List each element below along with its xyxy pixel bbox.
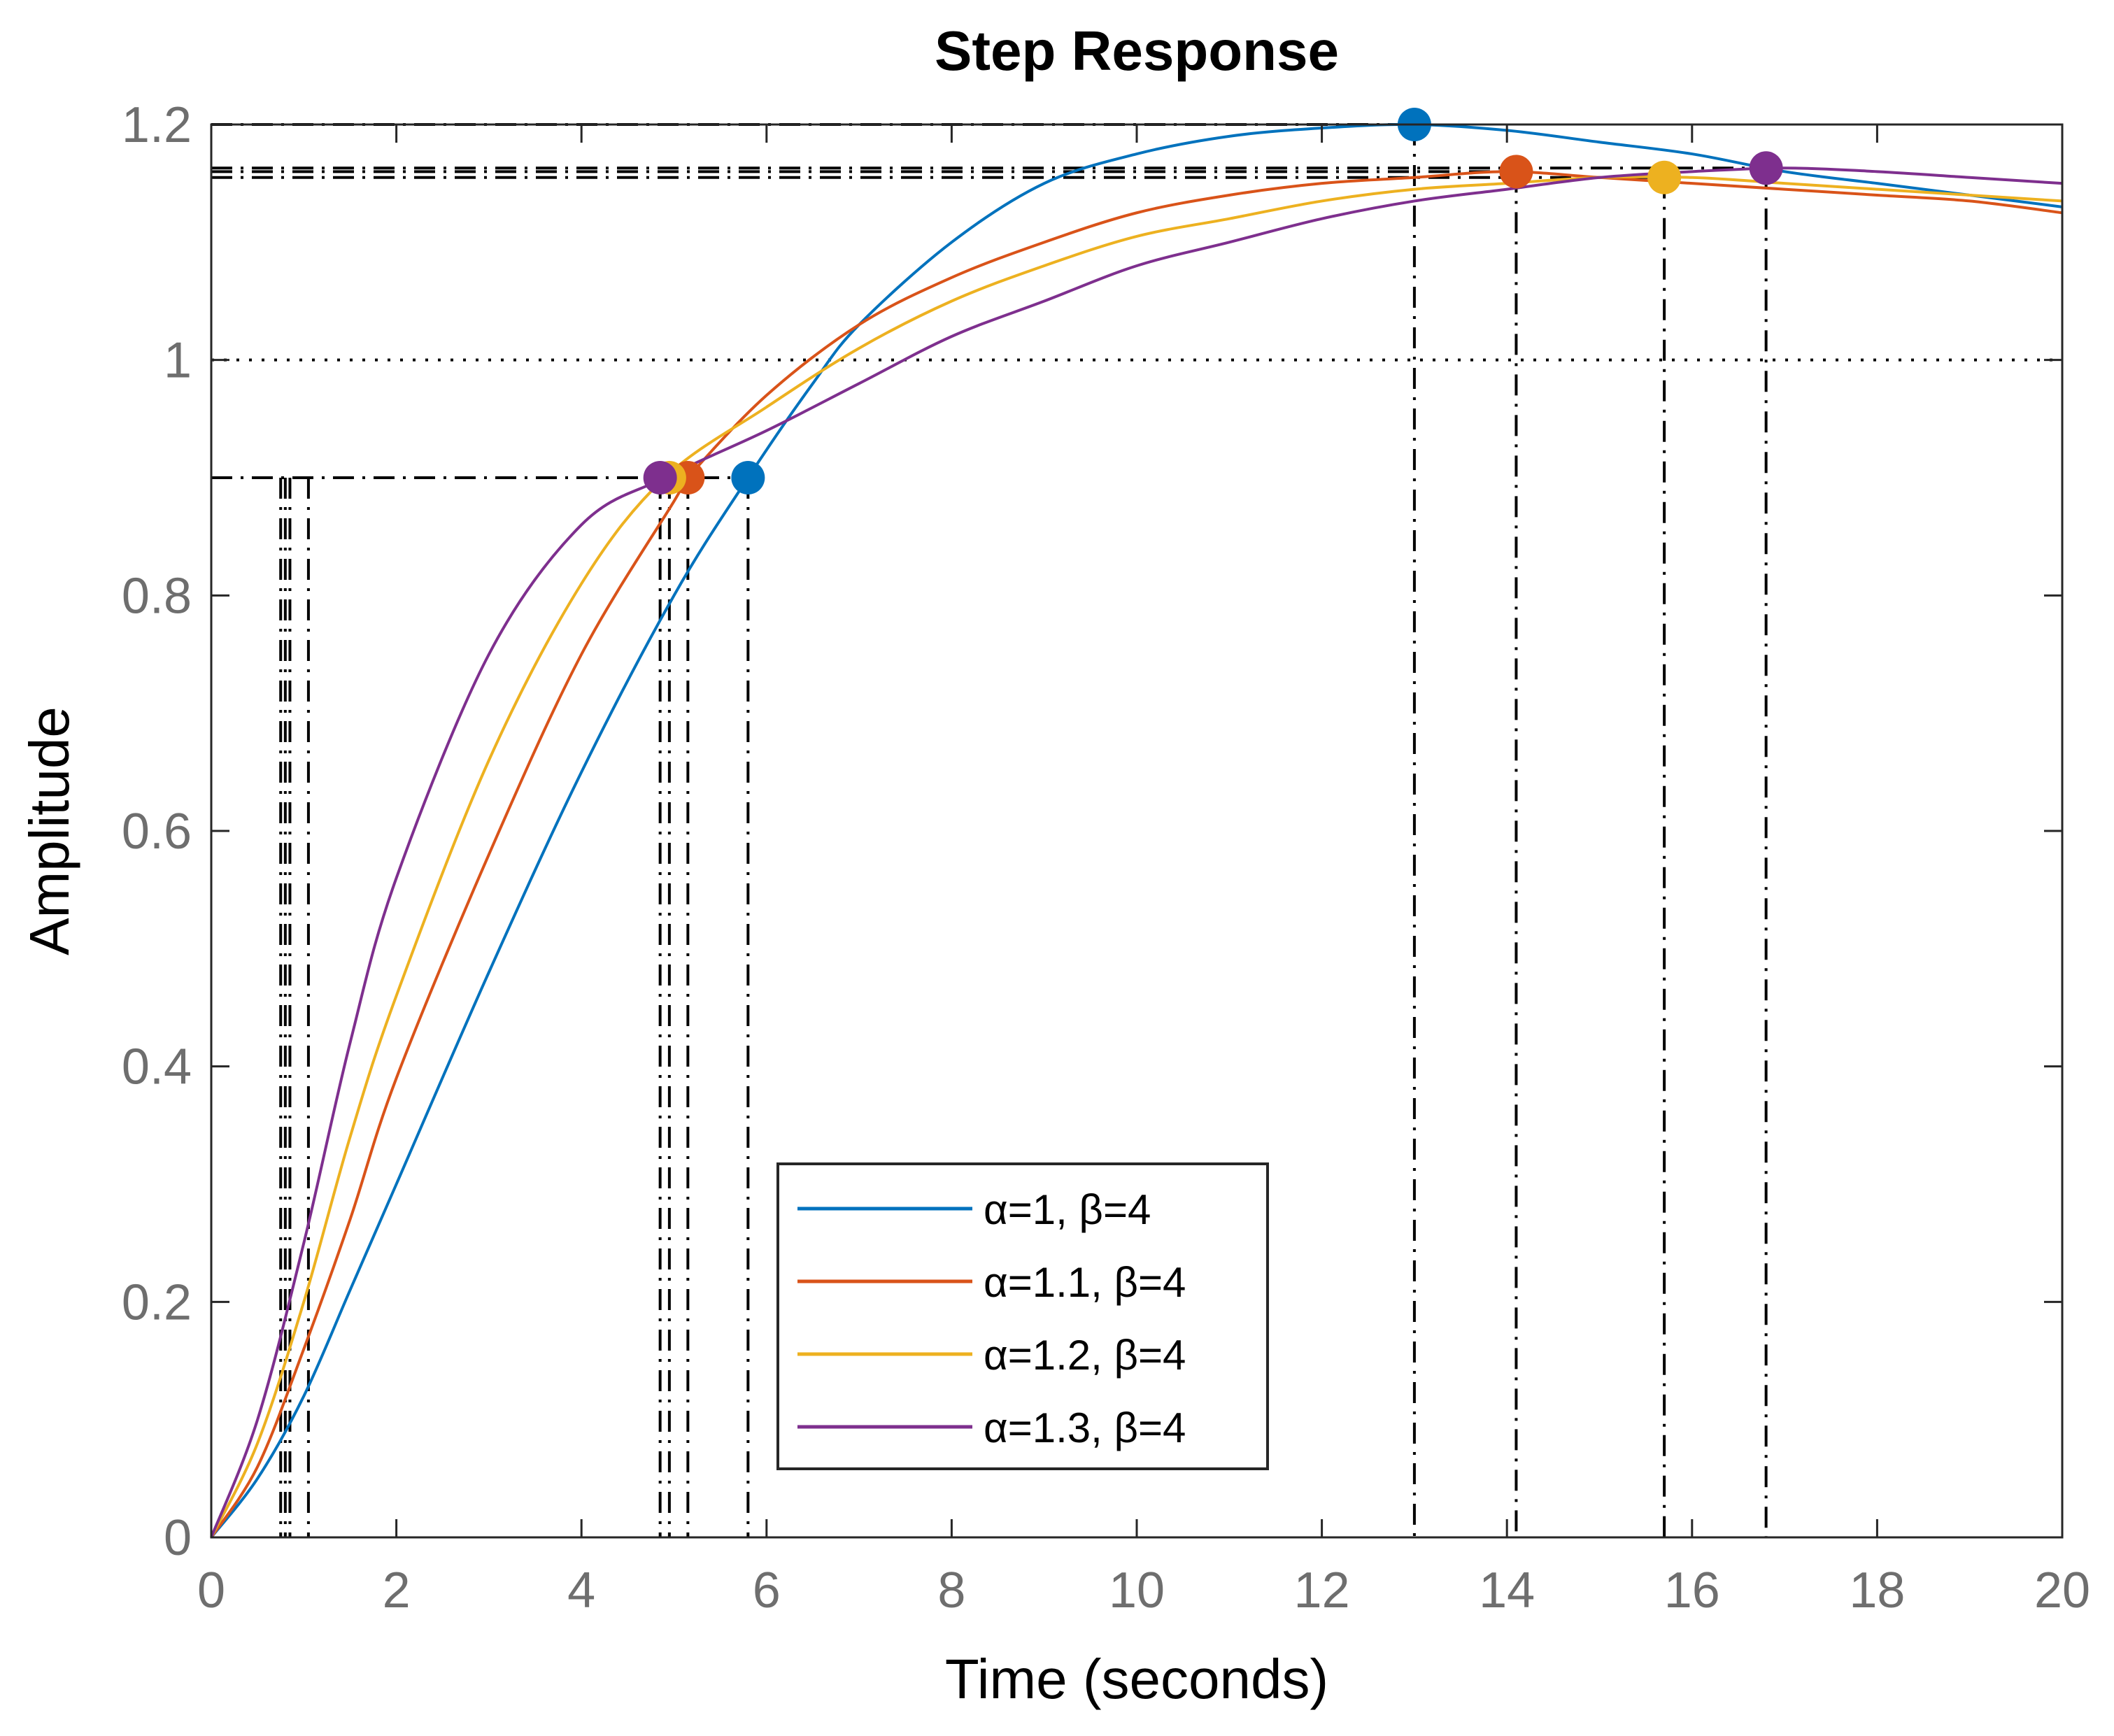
x-tick-label: 0 [197, 1563, 225, 1618]
x-tick-label: 18 [1849, 1563, 1905, 1618]
y-tick-label: 0.8 [122, 568, 192, 624]
peak-marker-2 [1499, 155, 1533, 189]
x-tick-label: 20 [2034, 1563, 2090, 1618]
series-line-3 [210, 175, 2063, 1538]
axis-tick-labels: 0 2 4 6 8 10 12 14 16 18 20 0 0.2 0.4 0.6 0.8 1 1.2 [122, 97, 2090, 1618]
rise-time-marker-1 [731, 461, 765, 495]
series-lines [210, 122, 2063, 1539]
x-tick-label: 10 [1109, 1563, 1165, 1618]
characteristic-guides [211, 123, 1768, 1537]
x-tick-label: 16 [1664, 1563, 1720, 1618]
x-tick-label: 14 [1479, 1563, 1535, 1618]
peak-marker-4 [1749, 151, 1783, 185]
series-line-4 [210, 166, 2063, 1538]
x-tick-label: 2 [383, 1563, 411, 1618]
y-tick-label: 0.4 [122, 1039, 192, 1095]
series-line-2 [210, 170, 2063, 1539]
y-tick-label: 1 [164, 333, 192, 389]
y-tick-label: 0.6 [122, 804, 192, 860]
x-tick-label: 6 [753, 1563, 781, 1618]
chart-title: Step Response [935, 20, 1339, 82]
legend-label-4: α=1.3, β=4 [984, 1404, 1186, 1451]
axis-ticks [210, 123, 2064, 1539]
x-axis-label: Time (seconds) [945, 1648, 1328, 1710]
legend-label-2: α=1.1, β=4 [984, 1259, 1186, 1306]
x-tick-label: 12 [1294, 1563, 1350, 1618]
y-tick-label: 0 [164, 1510, 192, 1566]
y-axis-label: Amplitude [18, 706, 80, 955]
legend[interactable]: α=1, β=4 α=1.1, β=4 α=1.2, β=4 α=1.3, β=4 [776, 1162, 1269, 1470]
rise-time-marker-4 [643, 461, 677, 495]
legend-label-1: α=1, β=4 [984, 1186, 1151, 1233]
legend-box [776, 1162, 1269, 1470]
x-tick-label: 4 [567, 1563, 595, 1618]
y-tick-label: 0.2 [122, 1274, 192, 1330]
series-line-1 [210, 122, 2063, 1539]
legend-label-3: α=1.2, β=4 [984, 1332, 1186, 1379]
y-tick-label: 1.2 [122, 97, 192, 153]
peak-marker-3 [1647, 160, 1682, 194]
x-tick-label: 8 [937, 1563, 965, 1618]
